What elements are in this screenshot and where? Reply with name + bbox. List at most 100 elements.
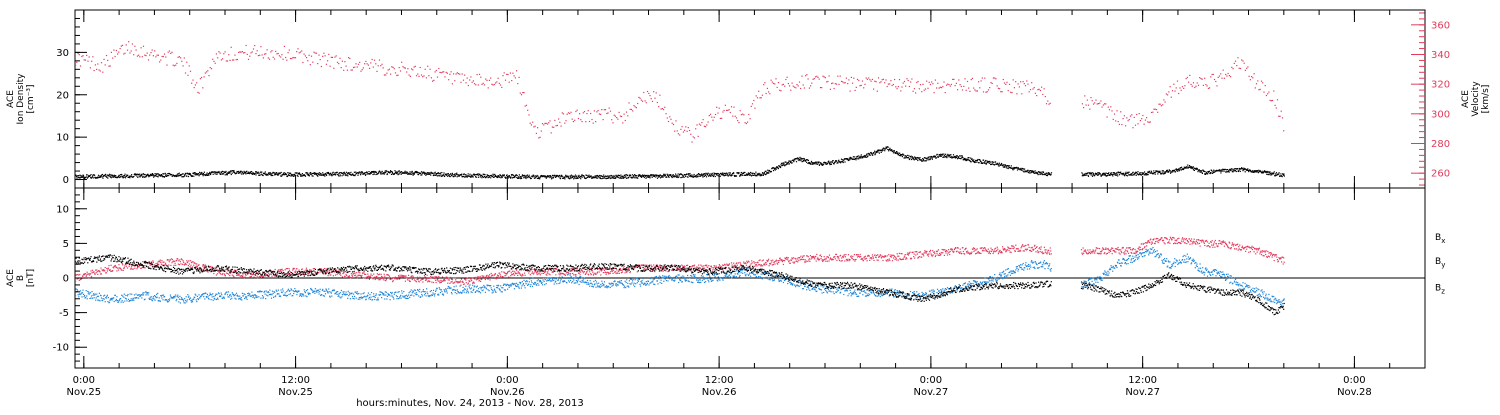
- bz-series-point: [465, 280, 466, 281]
- density-series-point: [317, 176, 318, 177]
- bz-series-point: [131, 266, 132, 267]
- velocity-series-point: [736, 117, 737, 118]
- bz-series-point: [190, 265, 191, 266]
- bz-series-point: [445, 280, 446, 281]
- bz-series-point: [207, 271, 208, 272]
- velocity-series-point: [690, 134, 691, 135]
- density-series-point: [529, 177, 530, 178]
- density-series-point: [819, 164, 820, 165]
- bz-series-point: [514, 272, 515, 273]
- bz-series-point: [91, 276, 92, 277]
- bz-series-point: [787, 258, 788, 259]
- bz-series-point: [746, 265, 747, 266]
- density-series-point: [119, 175, 120, 176]
- density-series-point: [413, 175, 414, 176]
- velocity-series-point: [333, 68, 334, 69]
- bz-series-point: [774, 264, 775, 265]
- bz-series-point: [169, 261, 170, 262]
- bz-series-point: [193, 261, 194, 262]
- bz-series-point: [619, 273, 620, 274]
- velocity-series-point: [748, 114, 749, 115]
- density-series-point: [179, 173, 180, 174]
- bz-series-point: [779, 260, 780, 261]
- bz-series-point: [121, 270, 122, 271]
- bz-series-point: [213, 273, 214, 274]
- bz-series-point: [181, 259, 182, 260]
- velocity-series-point: [887, 86, 888, 87]
- density-series-point: [450, 176, 451, 177]
- bz-series-point: [426, 279, 427, 280]
- density-series-point: [899, 153, 900, 154]
- velocity-series-point: [372, 59, 373, 60]
- bz-series-point: [769, 265, 770, 266]
- velocity-series-point: [1044, 88, 1045, 89]
- velocity-series-point: [184, 57, 185, 58]
- density-series-point: [1094, 175, 1095, 176]
- bz-series-point: [716, 266, 717, 267]
- velocity-series-point: [1199, 77, 1200, 78]
- bz-series-point: [268, 273, 269, 274]
- velocity-series-point: [220, 53, 221, 54]
- velocity-series-point: [631, 109, 632, 110]
- density-series-point: [897, 152, 898, 153]
- bz-series-point: [593, 273, 594, 274]
- velocity-series-point: [286, 60, 287, 61]
- density-series-point: [409, 171, 410, 172]
- density-series-point: [623, 178, 624, 179]
- velocity-series-point: [848, 79, 849, 80]
- bz-series-point: [420, 280, 421, 281]
- top-panel-frame: [75, 10, 1425, 188]
- velocity-series-point: [945, 92, 946, 93]
- velocity-series-point: [752, 103, 753, 104]
- density-series-point: [507, 174, 508, 175]
- velocity-series-point: [1245, 70, 1246, 71]
- density-series-point: [610, 178, 611, 179]
- density-series-point: [861, 154, 862, 155]
- bz-series-point: [95, 274, 96, 275]
- density-series-point: [240, 172, 241, 173]
- velocity-series-point: [599, 113, 600, 114]
- velocity-series-point: [738, 122, 739, 123]
- density-series-point: [340, 174, 341, 175]
- density-series-point: [792, 162, 793, 163]
- density-series-point: [335, 174, 336, 175]
- density-series-point: [342, 173, 343, 174]
- bz-series-point: [361, 275, 362, 276]
- density-series-point: [158, 176, 159, 177]
- velocity-series-point: [1273, 90, 1274, 91]
- density-series-point: [1122, 174, 1123, 175]
- bz-series-point: [621, 270, 622, 271]
- velocity-series-point: [1140, 120, 1141, 121]
- velocity-series-point: [652, 101, 653, 102]
- bz-series-point: [251, 276, 252, 277]
- velocity-series-point: [147, 53, 148, 54]
- density-series-point: [668, 174, 669, 175]
- density-series-point: [284, 172, 285, 173]
- density-series-point: [878, 151, 879, 152]
- density-series-point: [833, 163, 834, 164]
- bz-series-point: [359, 272, 360, 273]
- bz-series-point: [222, 274, 223, 275]
- velocity-series-point: [166, 65, 167, 66]
- bz-series-point: [508, 271, 509, 272]
- density-series-point: [923, 159, 924, 160]
- density-series-point: [1200, 172, 1201, 173]
- velocity-series-point: [982, 77, 983, 78]
- density-series-point: [523, 177, 524, 178]
- density-series-point: [764, 172, 765, 173]
- velocity-series-point: [883, 79, 884, 80]
- velocity-series-point: [916, 82, 917, 83]
- velocity-series-point: [973, 88, 974, 89]
- velocity-series-point: [1003, 79, 1004, 80]
- density-series-point: [342, 175, 343, 176]
- velocity-series-point: [291, 58, 292, 59]
- density-series-point: [1100, 173, 1101, 174]
- velocity-series-point: [1094, 102, 1095, 103]
- density-series-point: [310, 172, 311, 173]
- velocity-series-point: [551, 132, 552, 133]
- density-series-point: [619, 175, 620, 176]
- bz-series-point: [725, 264, 726, 265]
- bz-series-point: [755, 262, 756, 263]
- density-series-point: [927, 159, 928, 160]
- bz-series-point: [652, 266, 653, 267]
